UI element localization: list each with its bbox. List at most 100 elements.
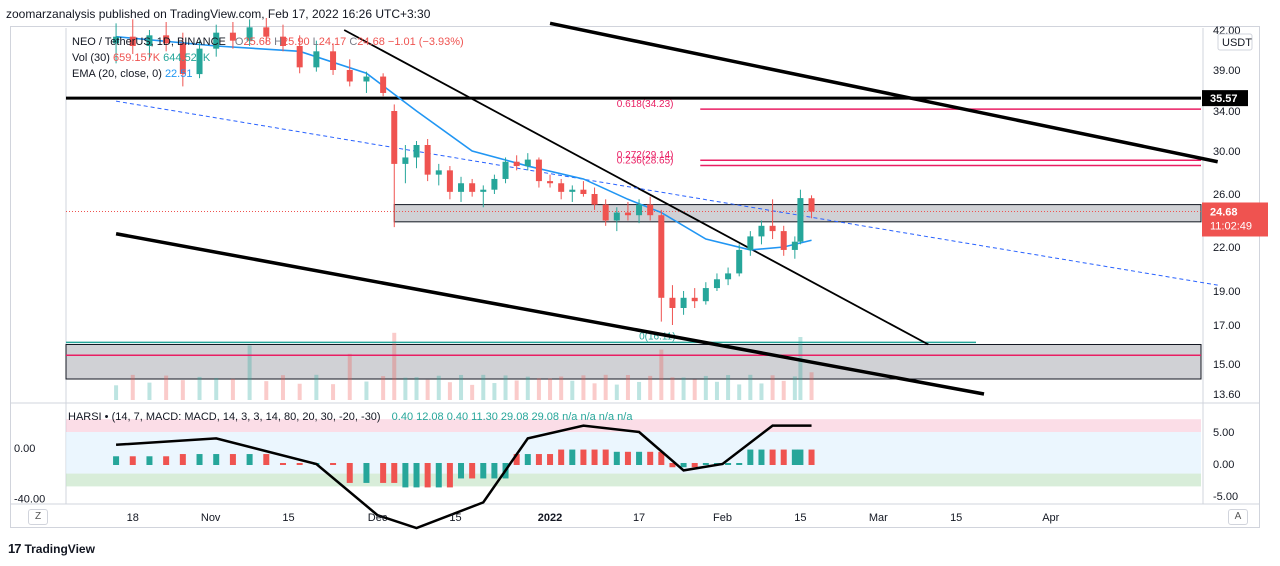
osc-candle <box>658 451 665 465</box>
volume-bar <box>364 381 369 400</box>
candle <box>446 166 453 200</box>
osc-candle <box>363 463 370 483</box>
time-tick-label: Apr <box>1042 512 1059 524</box>
candle <box>313 40 320 72</box>
publish-info: zoomarzanalysis published on TradingView… <box>6 7 431 21</box>
candle-body <box>513 161 520 167</box>
candle-body <box>758 225 765 237</box>
osc-candle <box>547 454 554 465</box>
candle <box>797 189 804 245</box>
osc-candle <box>580 449 587 465</box>
ema-value: 22.51 <box>164 68 193 80</box>
candle <box>725 267 732 286</box>
time-tick-label: Dec <box>368 512 388 524</box>
osc-candle <box>669 463 676 468</box>
candle <box>680 291 687 315</box>
volume-bar <box>297 383 302 400</box>
volume-bar <box>798 337 803 400</box>
candle-body <box>780 231 787 250</box>
volume-bar <box>637 381 642 400</box>
volume-bar <box>703 375 708 400</box>
time-tick-label: 15 <box>950 512 962 524</box>
publish-bar: zoomarzanalysis published on TradingView… <box>0 0 1280 28</box>
candle-body <box>480 189 487 192</box>
candle <box>535 157 542 188</box>
volume-bar <box>603 374 608 400</box>
candle-body <box>747 236 754 250</box>
candle <box>435 163 442 186</box>
candle <box>246 19 253 46</box>
currency-box <box>1217 33 1253 51</box>
candle <box>113 23 120 64</box>
candle-body <box>569 189 576 192</box>
volume-bar <box>436 375 441 400</box>
candle <box>547 174 554 188</box>
price-tick-label: 26.00 <box>1213 189 1241 201</box>
volume-bar <box>470 384 475 400</box>
candle <box>458 176 465 202</box>
candle <box>513 155 520 171</box>
candle <box>163 22 170 52</box>
osc-candle <box>391 463 398 483</box>
osc-candle <box>780 449 787 465</box>
volume-bar <box>770 375 775 400</box>
candle <box>658 209 665 322</box>
price-tick-label: 39.00 <box>1213 65 1241 77</box>
candle <box>402 145 409 184</box>
low-value: 24.17 <box>318 36 347 48</box>
candle-body <box>691 297 698 302</box>
candle <box>480 185 487 208</box>
osc-candle <box>346 463 353 483</box>
candle-body <box>702 288 709 302</box>
candle <box>736 244 743 277</box>
osc-candle <box>246 454 253 465</box>
volume-bar <box>331 384 336 400</box>
auto-scale-left-button[interactable]: Z <box>28 509 48 525</box>
osc-candle <box>330 463 337 465</box>
volume-bar <box>230 378 235 400</box>
candle-body <box>725 273 732 280</box>
volume-value: 659.157K <box>112 52 161 64</box>
candle <box>424 139 431 182</box>
candle-body <box>547 181 554 184</box>
osc-candle <box>435 463 442 488</box>
osc-candle <box>413 463 420 488</box>
candle-body <box>769 225 776 232</box>
candle-body <box>658 215 665 298</box>
volume-bar <box>392 332 397 400</box>
fib-label: 0.236(28.65) <box>617 156 674 167</box>
volume-bar <box>592 383 597 400</box>
volume-bar <box>581 375 586 400</box>
price-tick-label: 19.00 <box>1213 286 1241 298</box>
volume-bar <box>525 376 530 400</box>
low-label: L <box>312 36 319 48</box>
candle-body <box>129 36 136 46</box>
candle <box>146 30 153 60</box>
time-tick-label: 15 <box>282 512 294 524</box>
osc-candle <box>146 456 153 465</box>
auto-scale-right-button[interactable]: A <box>1228 509 1248 525</box>
candle-body <box>279 36 286 46</box>
candle-body <box>391 111 398 164</box>
osc-candle <box>458 463 465 479</box>
osc-candle <box>691 463 698 468</box>
osc-neutral-band <box>66 432 1201 474</box>
high-value: 25.90 <box>282 36 310 48</box>
candle-body <box>179 43 186 75</box>
candle <box>808 195 815 219</box>
volume-bar <box>809 372 814 400</box>
candle <box>702 282 709 305</box>
candle <box>758 220 765 245</box>
candle-body <box>213 32 220 49</box>
symbol-legend: NEO / TetherUS, 1D, BINANCE O25.68 H25.9… <box>72 34 464 50</box>
candle-body <box>647 204 654 216</box>
osc-candle <box>791 449 798 465</box>
osc-candle <box>797 449 804 465</box>
volume-bar <box>180 380 185 400</box>
volume-bar <box>280 375 285 400</box>
volume-bar <box>481 374 486 400</box>
candle <box>229 22 236 49</box>
osc-candle <box>624 451 631 465</box>
candle <box>602 199 609 226</box>
